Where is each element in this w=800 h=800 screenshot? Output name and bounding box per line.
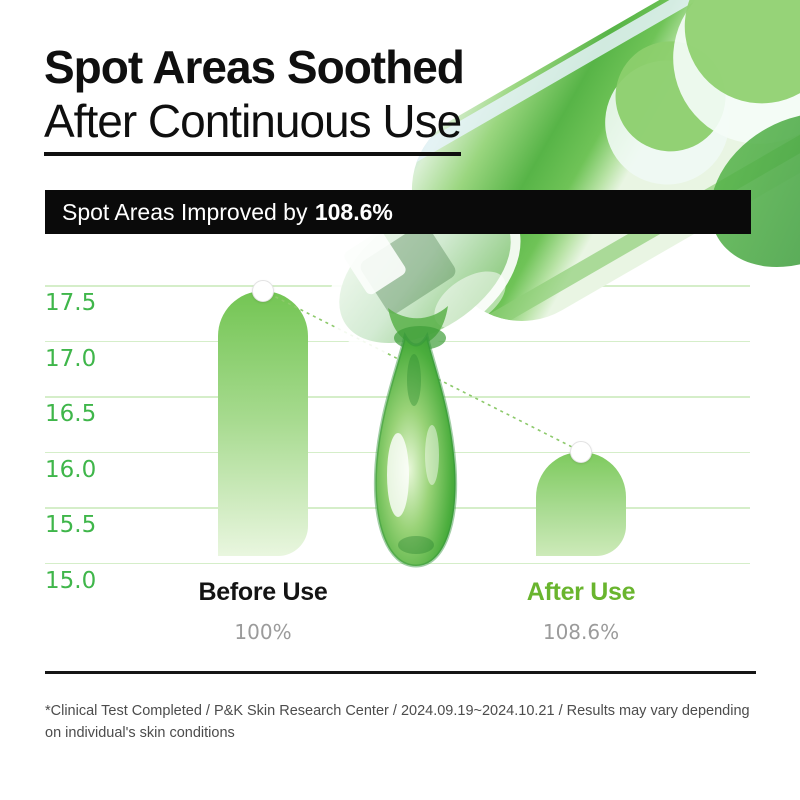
- bar-before-use: [218, 290, 308, 556]
- percent-label-before: 100%: [234, 620, 292, 644]
- gridline: [45, 507, 750, 509]
- y-axis-tick-label: 17.5: [45, 290, 97, 316]
- droplet-icon: [373, 306, 458, 568]
- title-line-2-underlined: After Continuous Use: [44, 94, 462, 156]
- improvement-banner: Spot Areas Improved by 108.6%: [45, 190, 751, 234]
- disclaimer-line-1: *Clinical Test Completed / P&K Skin Rese…: [45, 703, 750, 719]
- gridline: [45, 396, 750, 398]
- bar-after-use: [536, 451, 626, 556]
- banner-text: Spot Areas Improved by: [62, 198, 308, 225]
- title-line-1: Spot Areas Soothed: [44, 41, 465, 93]
- gridline: [45, 340, 750, 342]
- data-point-marker: [570, 440, 592, 463]
- data-point-marker: [252, 279, 274, 302]
- percent-label-after: 108.6%: [542, 620, 620, 644]
- footer-divider: [45, 671, 756, 674]
- category-label-before-use: Before Use: [198, 578, 328, 606]
- category-label-after-use: After Use: [526, 578, 636, 606]
- y-axis-tick-label: 16.5: [45, 401, 97, 427]
- y-axis-tick-label: 15.0: [45, 567, 97, 594]
- gridline: [45, 451, 750, 453]
- air-bubble-icon: [605, 0, 800, 185]
- banner-highlight-value: 108.6%: [314, 198, 393, 225]
- clinical-disclaimer: *Clinical Test Completed / P&K Skin Rese…: [45, 700, 755, 744]
- gridline: [45, 562, 750, 564]
- y-axis-tick-label: 16.0: [45, 456, 97, 483]
- y-axis-tick-label: 17.0: [45, 345, 97, 372]
- page-title: Spot Areas Soothed After Continuous Use: [44, 40, 465, 156]
- y-axis-tick-label: 15.5: [45, 512, 97, 538]
- disclaimer-line-2: on individual's skin conditions: [45, 725, 235, 741]
- gridline: [45, 285, 750, 287]
